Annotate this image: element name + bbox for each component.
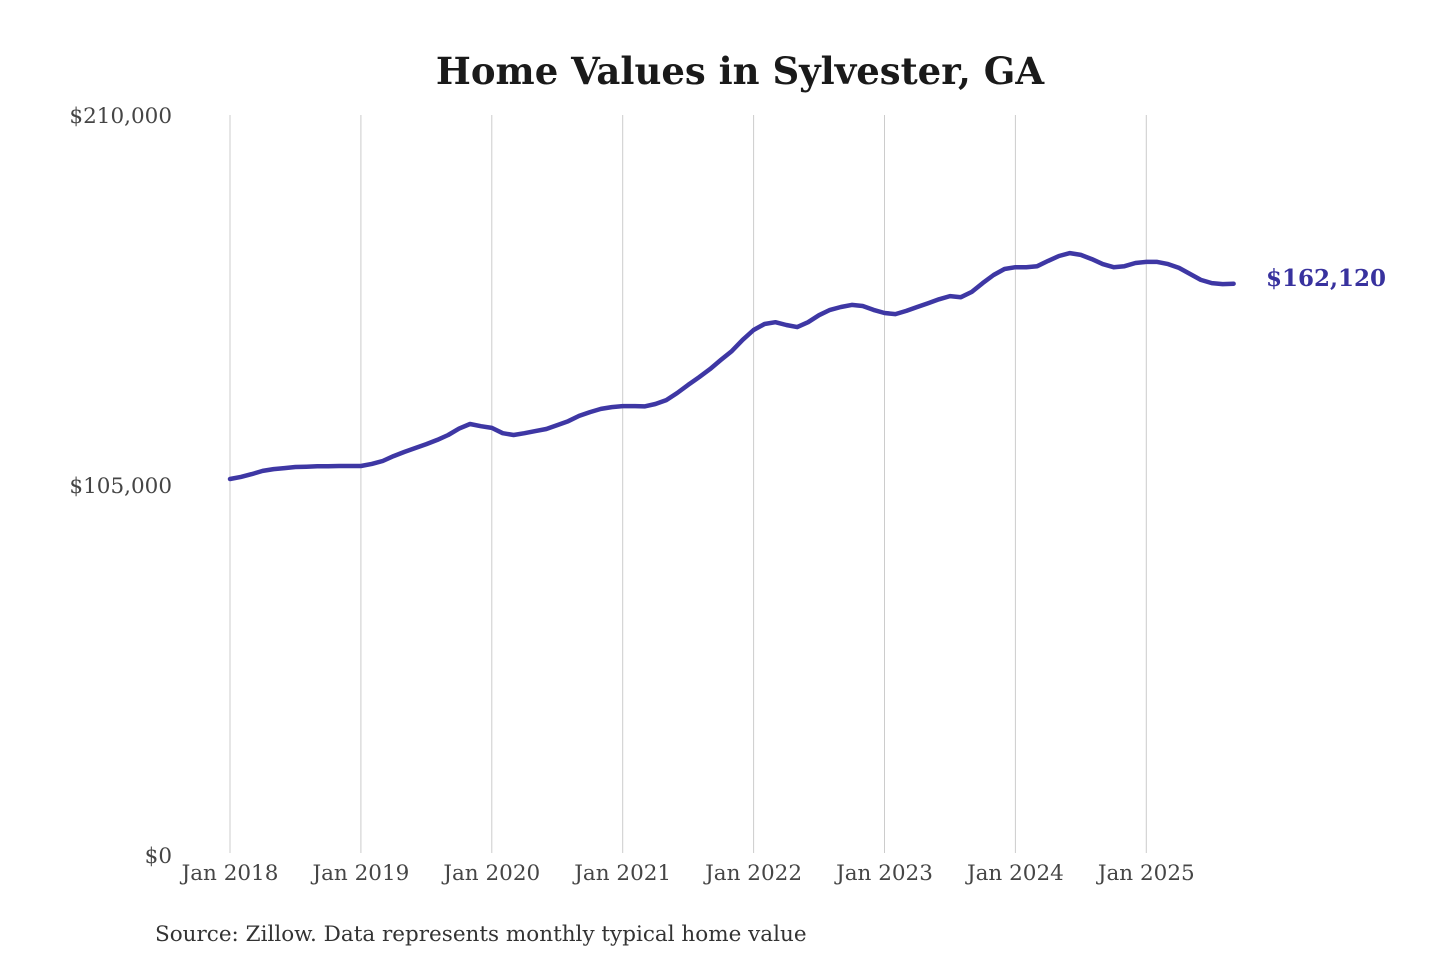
end-value-label: $162,120 — [1266, 265, 1386, 292]
y-axis-label: $210,000 — [69, 104, 172, 129]
y-axis-labels: $0 $105,000 $210,000 — [69, 104, 172, 869]
y-axis-label: $0 — [145, 844, 172, 869]
x-axis-label: Jan 2020 — [441, 861, 540, 886]
x-axis-label: Jan 2024 — [965, 861, 1064, 886]
x-axis-label: Jan 2025 — [1096, 861, 1195, 886]
x-axis-label: Jan 2021 — [572, 861, 671, 886]
x-axis-labels: Jan 2018 Jan 2019 Jan 2020 Jan 2021 Jan 2022… — [180, 861, 1195, 886]
home-value-line — [227, 250, 1236, 482]
source-note: Source: Zillow. Data represents monthly … — [155, 922, 807, 947]
x-axis-label: Jan 2023 — [834, 861, 933, 886]
x-axis-label: Jan 2022 — [703, 861, 802, 886]
x-axis-label: Jan 2018 — [180, 861, 279, 886]
gridlines — [229, 115, 1147, 853]
x-axis-label: Jan 2019 — [310, 861, 409, 886]
chart-title: Home Values in Sylvester, GA — [436, 49, 1045, 93]
y-axis-label: $105,000 — [69, 474, 172, 499]
